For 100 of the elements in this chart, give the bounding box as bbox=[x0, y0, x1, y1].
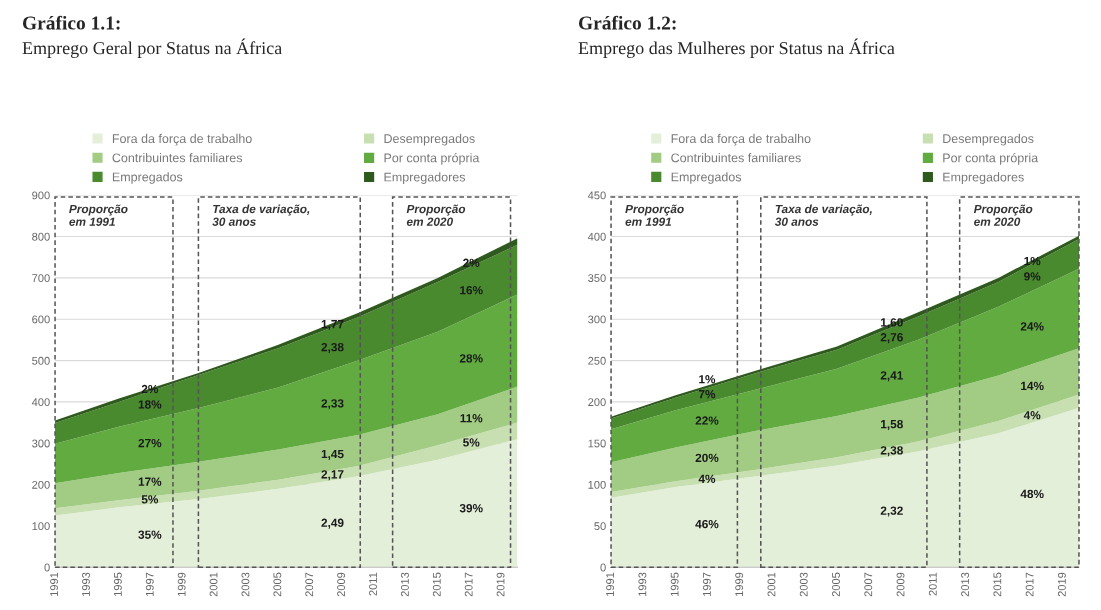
annotation: 2,49 bbox=[321, 518, 344, 529]
chart-subtitle: Emprego Geral por Status na África bbox=[22, 38, 282, 58]
x-tick-label: 2013 bbox=[961, 572, 970, 597]
annotation: 2,38 bbox=[321, 342, 344, 354]
x-tick-label: 2007 bbox=[864, 572, 873, 597]
y-tick-label: 400 bbox=[587, 232, 606, 241]
annotation: 2,41 bbox=[880, 371, 903, 382]
x-tick-label: 2011 bbox=[369, 572, 377, 596]
x-tick-label: 2011 bbox=[928, 572, 937, 596]
x-tick-label: 1993 bbox=[638, 572, 647, 597]
annotation: 16% bbox=[460, 286, 483, 295]
annotation: 20% bbox=[695, 453, 719, 463]
legend-label: Desempregados bbox=[384, 133, 475, 146]
x-tick-label: 2015 bbox=[993, 572, 1002, 597]
y-tick-label: 50 bbox=[594, 522, 606, 531]
annotation: Proporção em 1991 bbox=[625, 204, 684, 226]
annotation: 1% bbox=[699, 375, 716, 384]
annotation: 1,60 bbox=[881, 318, 903, 329]
legend-label: Fora da força de trabalho bbox=[112, 133, 252, 146]
annotation: Proporção em 2020 bbox=[973, 204, 1033, 226]
y-tick-label: 700 bbox=[32, 274, 50, 283]
x-tick-label: 1995 bbox=[670, 572, 679, 597]
y-tick-label: 150 bbox=[588, 439, 606, 448]
x-tick-label: 2001 bbox=[767, 572, 776, 597]
legend-label: Empregadores bbox=[384, 172, 466, 184]
legend-label: Empregadores bbox=[943, 172, 1024, 184]
annotation: 1,58 bbox=[881, 419, 903, 431]
annotation: 7% bbox=[698, 389, 716, 399]
y-tick-label: 200 bbox=[588, 398, 606, 407]
annotation: 24% bbox=[1020, 322, 1044, 331]
y-tick-label: 100 bbox=[32, 522, 50, 531]
annotation: 14% bbox=[1021, 381, 1044, 391]
y-tick-label: 800 bbox=[32, 232, 50, 241]
annotation: Taxa de variação, 30 anos bbox=[212, 204, 310, 226]
annotation: 48% bbox=[1020, 489, 1044, 499]
annotation: 2% bbox=[463, 258, 480, 267]
annotation: 46% bbox=[695, 519, 719, 529]
legend-label: Por conta própria bbox=[384, 153, 480, 165]
annotation: 2,76 bbox=[880, 333, 903, 344]
annotation: 4% bbox=[1023, 411, 1041, 420]
annotation: 5% bbox=[141, 495, 159, 504]
annotation: 4% bbox=[698, 474, 716, 483]
x-tick-label: 2009 bbox=[337, 572, 346, 597]
x-tick-label: 2005 bbox=[273, 572, 282, 597]
legend-label: Desempregados bbox=[943, 133, 1034, 146]
annotation: 35% bbox=[138, 530, 162, 539]
annotation: 28% bbox=[459, 354, 483, 363]
annotation: 17% bbox=[138, 477, 162, 486]
x-tick-label: 1991 bbox=[606, 572, 615, 597]
x-tick-label: 2017 bbox=[464, 572, 473, 597]
x-tick-label: 1991 bbox=[50, 572, 59, 597]
x-tick-label: 2003 bbox=[241, 572, 250, 597]
annotation: 27% bbox=[138, 438, 162, 448]
x-tick-label: 1995 bbox=[113, 572, 122, 597]
annotation: Taxa de variação, 30 anos bbox=[774, 204, 872, 226]
x-tick-label: 2009 bbox=[896, 572, 905, 597]
y-tick-label: 400 bbox=[31, 398, 50, 407]
x-tick-label: 2015 bbox=[432, 572, 441, 597]
annotation: 18% bbox=[138, 400, 162, 409]
legend-label: Empregados bbox=[112, 172, 183, 184]
legend-label: Contribuintes familiares bbox=[671, 153, 801, 163]
annotation: Proporção em 2020 bbox=[406, 204, 466, 226]
x-tick-label: 1999 bbox=[177, 572, 186, 597]
y-tick-label: 0 bbox=[44, 563, 50, 572]
legend-label: Por conta própria bbox=[943, 153, 1039, 165]
x-tick-label: 2019 bbox=[496, 572, 505, 597]
legend-label: Contribuintes familiares bbox=[112, 153, 243, 163]
x-tick-label: 2007 bbox=[305, 572, 314, 597]
x-tick-label: 2005 bbox=[832, 572, 840, 597]
y-tick-label: 200 bbox=[32, 480, 50, 489]
annotation: 22% bbox=[695, 416, 719, 425]
legend-label: Empregados bbox=[671, 172, 742, 184]
annotation: 1,45 bbox=[321, 449, 344, 460]
x-tick-label: 2013 bbox=[400, 572, 409, 597]
x-tick-label: 2017 bbox=[1025, 572, 1034, 597]
y-tick-label: 600 bbox=[32, 315, 50, 324]
x-tick-label: 1993 bbox=[82, 572, 90, 597]
x-tick-label: 1999 bbox=[735, 572, 744, 597]
y-tick-label: 250 bbox=[588, 356, 606, 365]
y-tick-label: 0 bbox=[600, 563, 606, 572]
x-tick-label: 2003 bbox=[799, 572, 808, 597]
y-tick-label: 300 bbox=[32, 439, 50, 448]
annotation: 2,32 bbox=[880, 506, 903, 517]
annotation: Proporção em 1991 bbox=[69, 204, 128, 226]
annotation: 5% bbox=[463, 438, 480, 447]
annotation: 9% bbox=[1024, 272, 1041, 281]
annotation: 2,17 bbox=[321, 470, 344, 481]
y-tick-label: 500 bbox=[32, 356, 50, 365]
x-tick-label: 2001 bbox=[209, 572, 218, 597]
annotation: 11% bbox=[460, 414, 483, 423]
chart-subtitle: Emprego das Mulheres por Status na África bbox=[578, 38, 895, 58]
chart-title: Gráfico 1.1: bbox=[22, 15, 120, 30]
x-tick-label: 2019 bbox=[1057, 572, 1066, 597]
x-tick-label: 1997 bbox=[702, 572, 711, 597]
y-tick-label: 900 bbox=[32, 191, 50, 200]
annotation: 2,38 bbox=[880, 446, 903, 457]
annotation: 2,33 bbox=[321, 399, 344, 410]
legend-label: Fora da força de trabalho bbox=[671, 133, 811, 146]
y-tick-label: 100 bbox=[588, 480, 606, 489]
y-tick-label: 300 bbox=[588, 315, 606, 324]
